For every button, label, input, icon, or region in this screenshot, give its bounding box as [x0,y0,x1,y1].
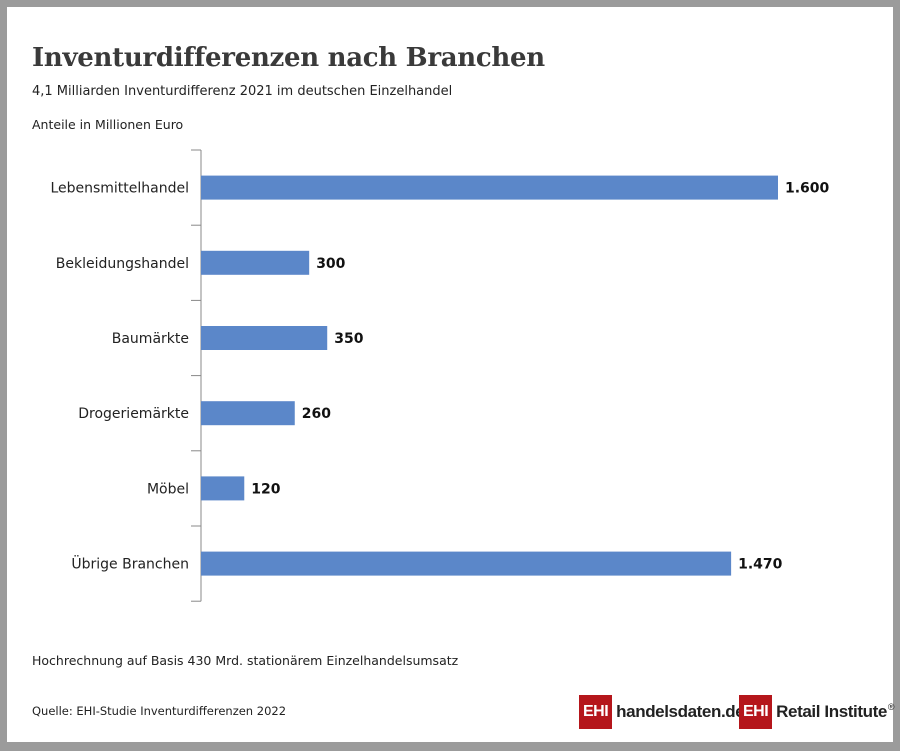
category-label: Baumärkte [112,331,189,347]
category-label: Möbel [147,481,189,497]
chart-card: Inventurdifferenzen nach Branchen 4,1 Mi… [7,7,895,742]
value-label: 300 [316,256,345,272]
retail-institute-text: Retail Institute® [776,702,894,722]
bar [201,175,778,200]
handelsdaten-logo: EHI handelsdaten.de [579,695,745,729]
retail-institute-name: Retail Institute [776,702,887,721]
bar [201,476,245,501]
bar [201,326,328,350]
ehi-badge: EHI [579,695,613,729]
ehi-badge: EHI [739,695,773,729]
category-label: Drogeriemärkte [78,406,189,422]
category-label: Lebensmittelhandel [50,181,189,197]
value-label: 260 [302,406,331,422]
value-label: 350 [334,331,363,347]
category-label: Übrige Branchen [71,555,189,573]
chart-title: Inventurdifferenzen nach Branchen [32,43,545,73]
value-label: 1.600 [785,181,830,197]
category-label: Bekleidungshandel [56,256,189,272]
value-label: 120 [251,481,280,497]
source-note: Quelle: EHI-Studie Inventurdifferenzen 2… [32,704,287,718]
chart-subtitle: 4,1 Milliarden Inventurdifferenz 2021 im… [32,84,453,99]
bar [201,551,732,576]
footnote: Hochrechnung auf Basis 430 Mrd. stationä… [32,653,459,668]
handelsdaten-text: handelsdaten.de [616,702,745,721]
retail-institute-logo: EHI Retail Institute® [739,695,895,729]
value-label: 1.470 [738,557,783,573]
bar [201,401,295,426]
bar [201,250,310,275]
bar-chart: Lebensmittelhandel 1.600 Bekleidungshandel… [50,149,830,602]
registered-mark: ® [887,702,895,713]
unit-label: Anteile in Millionen Euro [32,117,184,132]
